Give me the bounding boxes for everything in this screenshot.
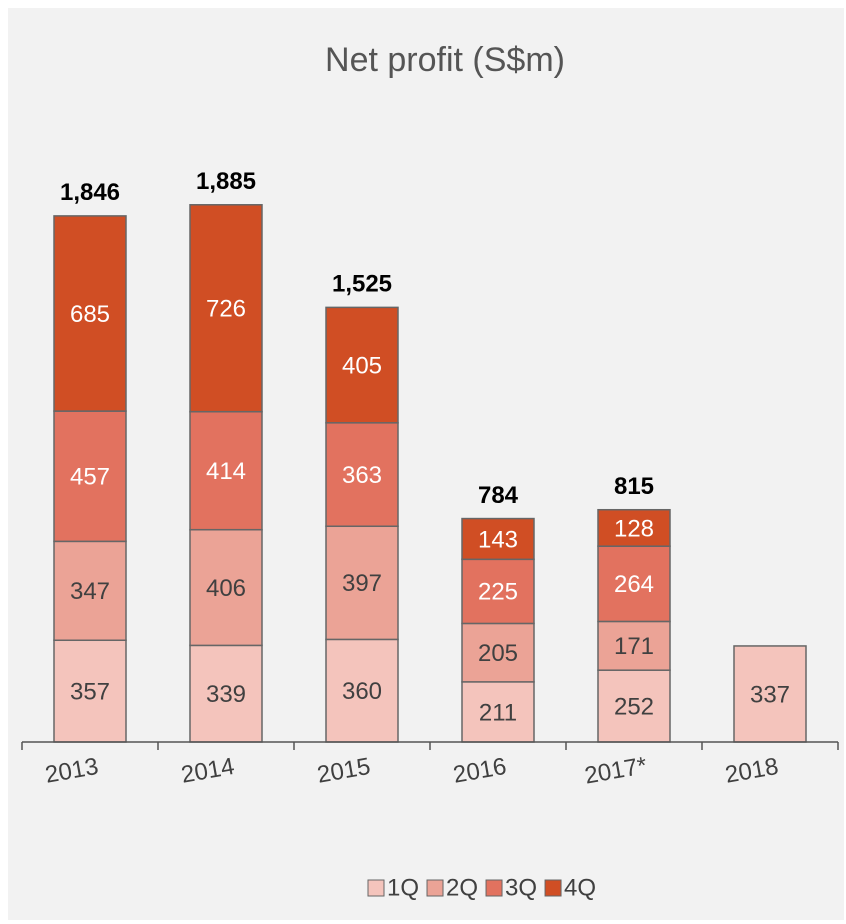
segment-label: 252 [614,693,654,720]
bar-segment [461,622,535,683]
bar-segment [461,517,535,561]
bar-segment [53,540,127,642]
segment-label: 414 [206,458,246,485]
segment-label: 264 [614,571,654,598]
total-label: 815 [614,473,654,500]
segment-label: 405 [342,352,382,379]
chart-title: Net profit (S$m) [325,41,565,79]
legend-label: 1Q [387,874,419,901]
segment-label: 205 [478,640,518,667]
bar-segment [597,545,671,623]
bar-segment [325,306,399,424]
segment-label: 347 [70,578,110,605]
total-label: 1,525 [332,271,392,298]
total-label: 1,885 [196,168,256,195]
total-label: 784 [478,482,519,509]
total-label: 1,846 [60,179,120,206]
legend-swatch [485,879,503,897]
segment-label: 339 [206,681,246,708]
legend-swatch [426,879,444,897]
segment-label: 397 [342,570,382,597]
bar-segment [189,528,263,647]
legend-label: 4Q [564,874,596,901]
bar-segment [189,410,263,531]
background [8,8,844,920]
bar-segment [597,508,671,547]
legend-swatch [367,879,385,897]
bar-segment [53,215,127,412]
segment-label: 363 [342,462,382,489]
segment-label: 143 [478,526,518,553]
bar-segment [597,620,671,671]
bar-segment [597,669,671,743]
bar-segment [189,204,263,413]
bar-segment [53,639,127,743]
segment-label: 171 [614,633,654,660]
segment-label: 337 [750,681,790,708]
segment-label: 726 [206,296,246,323]
bar-segment [733,645,807,743]
segment-label: 128 [614,515,654,542]
segment-label: 225 [478,579,518,606]
segment-label: 360 [342,678,382,705]
segment-label: 457 [70,464,110,491]
bar-segment [325,422,399,528]
legend-label: 3Q [505,874,537,901]
legend: 1Q 2Q 3Q 4Q [367,874,596,901]
segment-label: 357 [70,678,110,705]
legend-swatch [544,879,562,897]
legend-label: 2Q [446,874,478,901]
bar-segment [325,525,399,641]
bar-segment [461,558,535,625]
segment-label: 211 [479,699,517,726]
segment-label: 685 [70,301,110,328]
segment-label: 406 [206,575,246,602]
